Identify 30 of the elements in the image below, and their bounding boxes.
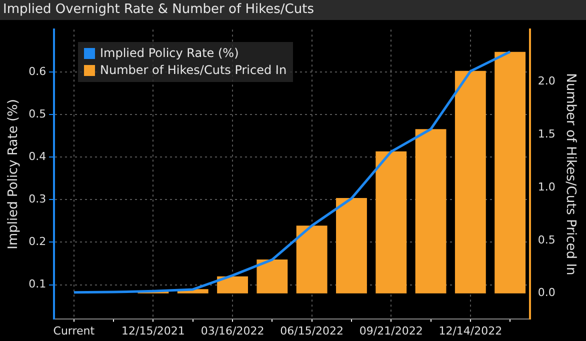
- x-tick-label: 09/21/2022: [359, 324, 423, 338]
- y-tick-label: 0.2: [28, 235, 46, 248]
- x-tick-label: 06/15/2022: [280, 324, 344, 338]
- y2-axis-title: Number of Hikes/Cuts Priced In: [562, 73, 578, 276]
- y-tick-label: 0.1: [28, 278, 46, 291]
- y-tick-label: 0.4: [28, 150, 46, 164]
- y2-tick-label: 1.5: [538, 127, 556, 140]
- bar: [494, 52, 526, 294]
- bar: [454, 70, 486, 294]
- y-tick-label: 0.6: [28, 64, 46, 78]
- x-tick-label: Current: [53, 324, 96, 338]
- y2-tick-label: 2.0: [538, 74, 556, 88]
- y-tick-label: 0.5: [28, 108, 46, 121]
- legend-label: Number of Hikes/Cuts Priced In: [100, 62, 287, 79]
- bar: [256, 259, 288, 294]
- x-tick-label: 03/16/2022: [200, 324, 264, 338]
- bar: [296, 226, 328, 294]
- y2-tick-label: 0.0: [538, 286, 556, 300]
- bar: [415, 129, 446, 294]
- x-tick-label: 12/15/2021: [122, 324, 185, 338]
- y2-tick-label: 0.5: [538, 233, 556, 246]
- y-axis-title: Implied Policy Rate (%): [6, 99, 22, 250]
- chart-title: Implied Overnight Rate & Number of Hikes/Cuts: [0, 0, 586, 20]
- bar: [217, 276, 248, 294]
- y2-tick-label: 1.0: [538, 180, 556, 194]
- bar: [336, 198, 367, 294]
- x-tick-label: 12/14/2022: [438, 324, 502, 338]
- legend-label: Implied Policy Rate (%): [100, 45, 239, 62]
- y-tick-label: 0.3: [28, 192, 46, 206]
- bar: [376, 151, 407, 294]
